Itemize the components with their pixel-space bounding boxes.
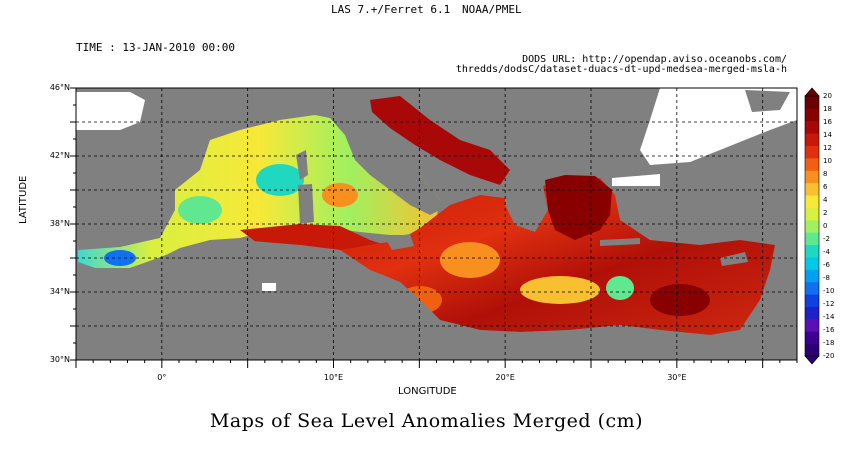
colorbar-tick-label: 4 — [823, 196, 828, 204]
y-tick-label: 34°N — [49, 287, 70, 296]
colorbar-swatch — [805, 182, 819, 196]
colorbar-tick-label: 6 — [823, 183, 828, 191]
nodata-atlantic — [76, 92, 145, 130]
colorbar-swatch — [805, 343, 819, 357]
italy-land — [345, 112, 450, 215]
greece-land — [505, 172, 548, 232]
y-axis-label: LATITUDE — [18, 175, 29, 224]
adriatic-sea — [370, 96, 510, 185]
axis-ticks — [70, 87, 798, 368]
y-tick-label: 38°N — [49, 219, 70, 228]
y-tick-label: 46°N — [49, 83, 70, 92]
software-label: LAS 7.+/Ferret 6.1 — [331, 3, 451, 16]
colorbar-tick-label: 12 — [823, 144, 832, 152]
colorbar-tick-label: -12 — [823, 300, 835, 308]
x-tick-label: 20°E — [495, 373, 515, 382]
yellow-anomaly-blob — [520, 276, 600, 304]
colorbar-tick-label: 18 — [823, 105, 832, 113]
colorbar-swatch — [805, 157, 819, 171]
colorbar-tick-label: 2 — [823, 209, 828, 217]
colorbar-swatch — [805, 219, 819, 233]
colorbar-tick-label: 20 — [823, 92, 832, 100]
time-label: TIME : 13-JAN-2010 00:00 — [76, 41, 235, 54]
cyan-anomaly-blob-2 — [256, 164, 304, 196]
colorbar-swatch — [805, 232, 819, 246]
cyan-anomaly-blob — [606, 276, 634, 300]
colorbar-swatch — [805, 281, 819, 295]
cyprus-island — [720, 252, 748, 266]
orange-anomaly-blob-3 — [322, 183, 358, 207]
colorbar-swatch — [805, 306, 819, 320]
corsica-island — [296, 150, 308, 180]
y-tick-label: 42°N — [49, 151, 70, 160]
dods-url-line2: thredds/dodsC/dataset-duacs-dt-upd-medse… — [455, 64, 787, 75]
africa-land — [76, 240, 797, 360]
colorbar-under-arrow — [804, 355, 820, 365]
colorbar-tick-label: -6 — [823, 261, 830, 269]
green-anomaly-blob — [178, 196, 222, 224]
aegean-sea — [545, 175, 612, 240]
dods-url-line1: DODS URL: http://opendap.aviso.oceanobs.… — [522, 54, 787, 65]
nodata-marmara — [612, 174, 660, 186]
colorbar-swatch — [805, 145, 819, 159]
colorbar-swatch — [805, 170, 819, 184]
colorbar-tick-label: -14 — [823, 313, 835, 321]
colorbar-tick-label: 10 — [823, 157, 832, 165]
colorbar-swatch — [805, 256, 819, 270]
colorbar-tick-label: 0 — [823, 222, 828, 230]
orange-anomaly-blob — [440, 242, 500, 278]
darkred-anomaly-blob — [650, 284, 710, 316]
sicily-island — [385, 234, 414, 250]
colorbar-swatch — [805, 294, 819, 307]
colorbar-swatch — [805, 133, 819, 147]
colorbar-swatch — [805, 318, 819, 332]
colorbar-tick-label: -18 — [823, 339, 835, 347]
y-tick-label: 30°N — [49, 355, 70, 364]
x-axis-label: LONGITUDE — [398, 386, 457, 397]
x-tick-label: 0° — [157, 373, 167, 382]
colorbar-over-arrow — [804, 87, 820, 97]
colorbar-tick-label: -8 — [823, 274, 830, 282]
colorbar-swatch — [805, 207, 819, 221]
colorbar-swatch — [805, 120, 819, 134]
colorbar-frame — [804, 95, 820, 357]
colorbar-swatch — [805, 108, 819, 122]
colorbar-tick-label: -16 — [823, 326, 835, 334]
colorbar-swatch — [805, 96, 819, 109]
agency-label: NOAA/PMEL — [462, 3, 522, 16]
colorbar-swatch — [805, 244, 819, 258]
colorbar-tick-label: -20 — [823, 352, 835, 360]
x-tick-label: 30°E — [667, 373, 687, 382]
colorbar-tick-label: -10 — [823, 287, 835, 295]
colorbar-tick-label: 8 — [823, 170, 828, 178]
land-crimea — [745, 90, 790, 112]
colorbar — [804, 87, 820, 365]
west-med-sea — [78, 115, 440, 268]
colorbar-tick-label: 14 — [823, 131, 832, 139]
colorbar-swatch — [805, 331, 819, 345]
map-title: Maps of Sea Level Anomalies Merged (cm) — [209, 410, 644, 432]
crete-island — [600, 238, 640, 246]
nodata-patch — [262, 283, 276, 291]
colorbar-tick-label: -4 — [823, 248, 830, 256]
colorbar-swatch — [805, 195, 819, 208]
colorbar-tick-label: 16 — [823, 118, 832, 126]
colorbar-tick-label: -2 — [823, 235, 830, 243]
x-tick-label: 10°E — [323, 373, 344, 382]
sardinia-island — [298, 184, 314, 224]
colorbar-swatch — [805, 269, 819, 283]
